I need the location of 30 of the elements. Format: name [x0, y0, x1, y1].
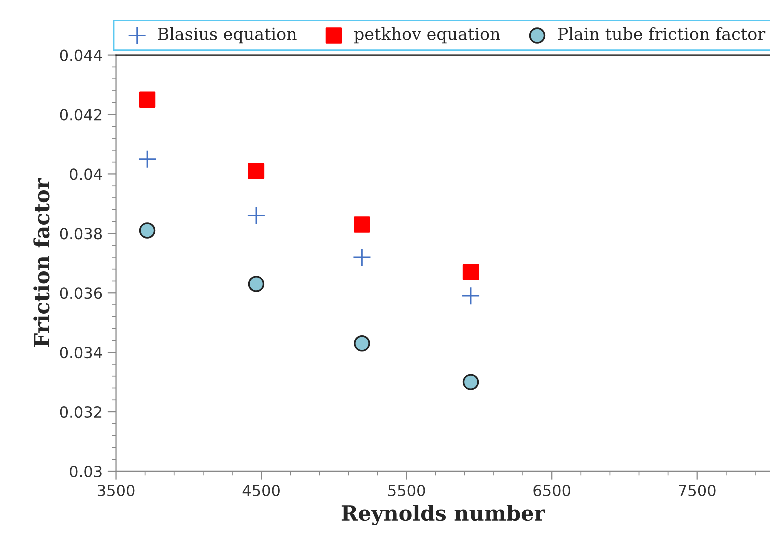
point	[139, 92, 156, 108]
legend-label: petkhov equation	[354, 28, 500, 44]
x-tick-label: 6500	[534, 484, 571, 497]
point	[247, 206, 266, 226]
y-tick-label: 0.044	[60, 50, 102, 62]
point	[248, 276, 265, 292]
point	[462, 264, 480, 280]
y-tick-label: 0.032	[60, 406, 102, 418]
y-tick-label: 0.036	[60, 288, 102, 300]
x-tick-label: 3500	[98, 484, 135, 497]
point	[139, 222, 156, 239]
y-tick-label: 0.042	[60, 109, 102, 121]
x-tick-label: 7500	[679, 484, 716, 497]
point	[138, 150, 157, 169]
y-tick-label: 0.038	[60, 228, 102, 240]
point	[462, 286, 480, 306]
legend-label: Blasius equation	[158, 28, 297, 44]
y-tick-label: 0.03	[70, 466, 102, 478]
x-tick-label: 5500	[388, 484, 426, 497]
y-tick-label: 0.034	[60, 347, 102, 359]
y-tick-label: 0.04	[70, 168, 102, 180]
point	[354, 336, 370, 352]
legend-label: Plain tube friction factor	[558, 28, 766, 40]
point	[353, 248, 372, 267]
point	[462, 374, 480, 390]
point	[248, 163, 265, 180]
x-axis-title: Reynolds number	[342, 505, 546, 526]
y-axis-title: Friction factor	[34, 178, 50, 348]
point	[354, 216, 370, 233]
x-tick-label: 4500	[242, 484, 280, 497]
